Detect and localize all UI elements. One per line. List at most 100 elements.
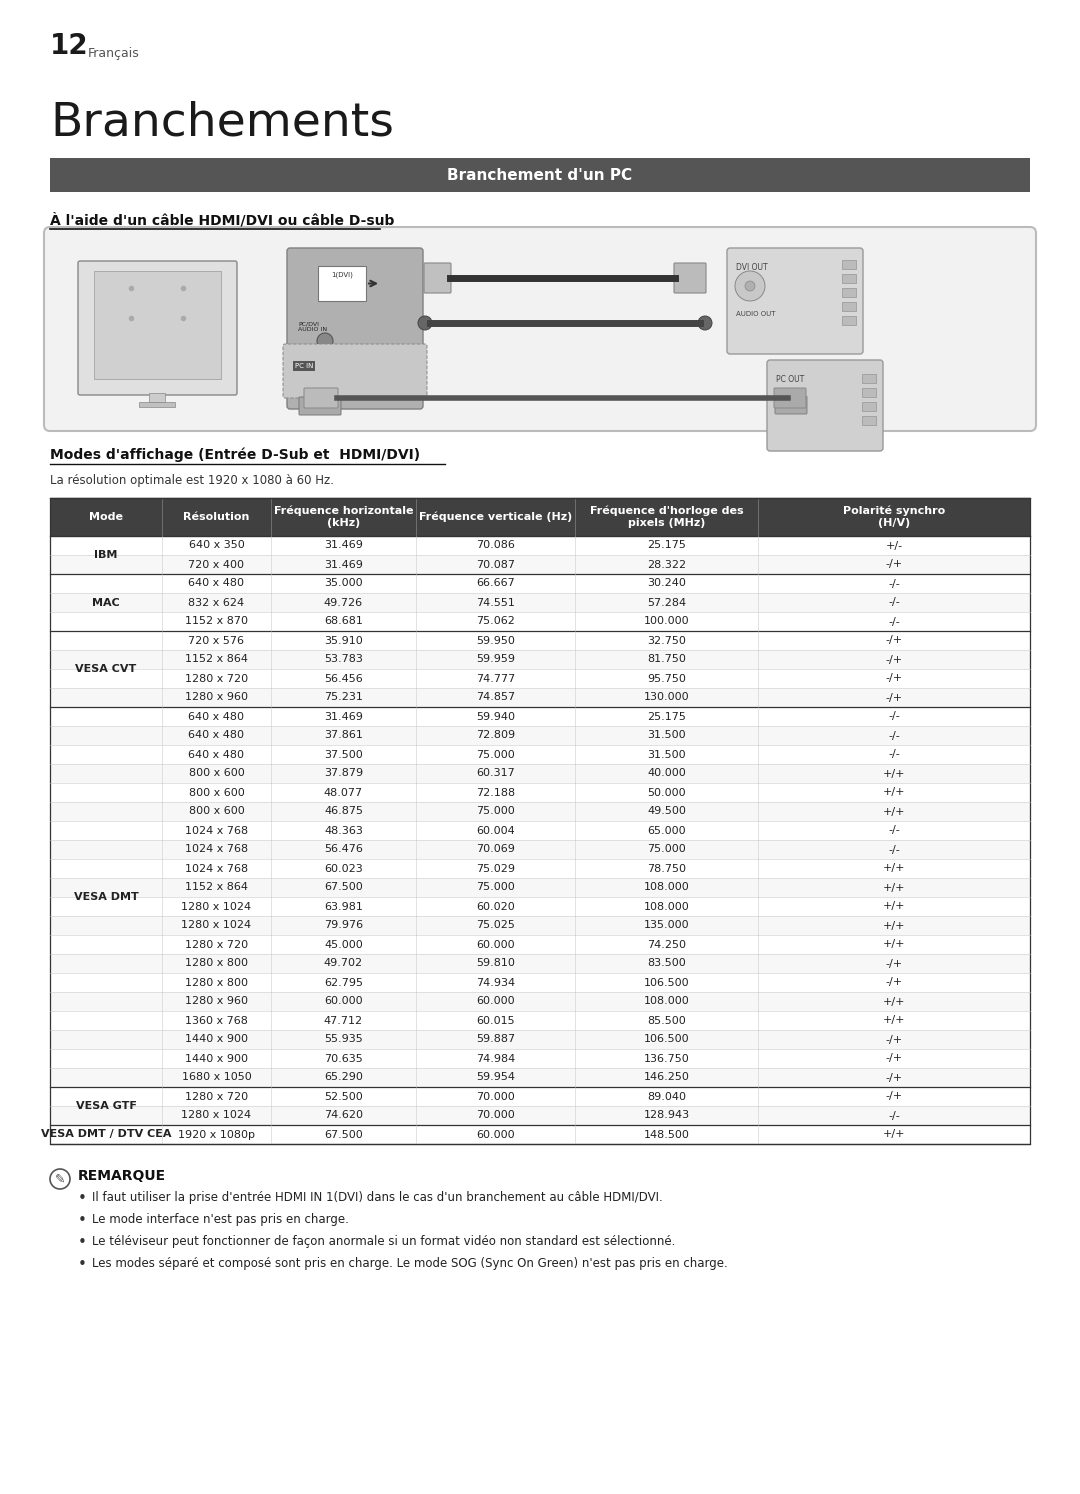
Text: 55.935: 55.935	[324, 1034, 363, 1044]
Bar	[842, 288, 856, 297]
Text: 49.726: 49.726	[324, 598, 363, 608]
FancyBboxPatch shape	[283, 344, 427, 397]
Text: 135.000: 135.000	[644, 920, 689, 931]
Text: Fréquence verticale (Hz): Fréquence verticale (Hz)	[419, 512, 572, 523]
Bar	[862, 388, 876, 397]
Text: 52.500: 52.500	[324, 1092, 363, 1101]
Text: 53.783: 53.783	[324, 654, 363, 665]
Bar	[50, 1088, 1030, 1106]
Text: •: •	[78, 1213, 86, 1228]
Bar	[50, 746, 1030, 763]
Bar	[50, 783, 1030, 802]
Text: VESA DMT: VESA DMT	[73, 892, 138, 902]
Text: 70.069: 70.069	[476, 844, 515, 855]
Text: 65.290: 65.290	[324, 1073, 363, 1083]
Bar	[50, 822, 1030, 840]
Text: PC/DVI
AUDIO IN: PC/DVI AUDIO IN	[298, 321, 327, 332]
Text: ✎: ✎	[55, 1173, 65, 1186]
FancyBboxPatch shape	[44, 227, 1036, 430]
FancyBboxPatch shape	[775, 396, 807, 414]
Text: 108.000: 108.000	[644, 901, 689, 911]
Text: 37.861: 37.861	[324, 731, 363, 741]
Circle shape	[418, 317, 432, 330]
Text: 79.976: 79.976	[324, 920, 363, 931]
Text: 63.981: 63.981	[324, 901, 363, 911]
Text: -/+: -/+	[886, 1034, 903, 1044]
Bar	[50, 593, 1030, 613]
Bar	[50, 613, 1030, 630]
FancyBboxPatch shape	[424, 263, 451, 293]
Bar	[50, 802, 1030, 822]
Text: -/-: -/-	[888, 731, 900, 741]
Bar	[862, 402, 876, 411]
Text: 85.500: 85.500	[647, 1016, 686, 1025]
Text: 1280 x 800: 1280 x 800	[185, 959, 248, 968]
Text: -/+: -/+	[886, 559, 903, 569]
Text: 70.635: 70.635	[324, 1053, 363, 1064]
Bar	[50, 498, 1030, 1144]
Bar	[50, 840, 1030, 859]
Text: +/+: +/+	[882, 901, 905, 911]
Text: 59.940: 59.940	[476, 711, 515, 722]
Text: -/+: -/+	[886, 693, 903, 702]
Text: 45.000: 45.000	[324, 940, 363, 950]
Text: 74.250: 74.250	[647, 940, 686, 950]
Text: 75.000: 75.000	[647, 844, 686, 855]
Bar	[50, 916, 1030, 935]
Text: Français: Français	[87, 46, 139, 60]
Text: 28.322: 28.322	[647, 559, 686, 569]
Text: -/-: -/-	[888, 844, 900, 855]
Bar	[94, 270, 221, 379]
Bar	[50, 498, 1030, 536]
Text: 75.000: 75.000	[476, 807, 515, 817]
Text: +/+: +/+	[882, 787, 905, 798]
Text: IBM: IBM	[94, 550, 118, 560]
Text: 640 x 480: 640 x 480	[189, 711, 244, 722]
Bar	[50, 630, 1030, 650]
Text: Fréquence d'horloge des
pixels (MHz): Fréquence d'horloge des pixels (MHz)	[590, 506, 743, 527]
Text: 32.750: 32.750	[647, 635, 686, 645]
Text: 31.469: 31.469	[324, 711, 363, 722]
Text: 74.551: 74.551	[476, 598, 515, 608]
Text: 1280 x 1024: 1280 x 1024	[181, 920, 252, 931]
Bar	[50, 707, 1030, 726]
Text: 49.500: 49.500	[647, 807, 686, 817]
Text: 108.000: 108.000	[644, 883, 689, 892]
Text: -/-: -/-	[888, 826, 900, 835]
Text: •: •	[78, 1236, 86, 1250]
Text: -/+: -/+	[886, 674, 903, 683]
Text: 1920 x 1080p: 1920 x 1080p	[178, 1129, 255, 1140]
Bar	[318, 266, 366, 300]
Bar	[842, 273, 856, 282]
FancyBboxPatch shape	[78, 261, 237, 394]
Text: -/+: -/+	[886, 959, 903, 968]
FancyBboxPatch shape	[774, 388, 806, 408]
Circle shape	[698, 317, 712, 330]
Text: 59.887: 59.887	[476, 1034, 515, 1044]
Bar	[50, 1049, 1030, 1068]
Text: 1280 x 720: 1280 x 720	[185, 940, 248, 950]
Text: -/-: -/-	[888, 711, 900, 722]
FancyBboxPatch shape	[727, 248, 863, 354]
Text: 832 x 624: 832 x 624	[188, 598, 244, 608]
Text: 35.910: 35.910	[324, 635, 363, 645]
Text: +/+: +/+	[882, 864, 905, 874]
Text: +/+: +/+	[882, 920, 905, 931]
Text: 81.750: 81.750	[647, 654, 686, 665]
Text: 1024 x 768: 1024 x 768	[185, 844, 248, 855]
Text: Branchement d'un PC: Branchement d'un PC	[447, 167, 633, 182]
Text: -/+: -/+	[886, 1053, 903, 1064]
Text: 75.029: 75.029	[476, 864, 515, 874]
Text: 67.500: 67.500	[324, 1129, 363, 1140]
Bar	[50, 1068, 1030, 1088]
Text: 1280 x 1024: 1280 x 1024	[181, 901, 252, 911]
Text: -/+: -/+	[886, 635, 903, 645]
Text: Mode: Mode	[89, 512, 123, 521]
Text: 37.879: 37.879	[324, 768, 363, 778]
Text: 75.062: 75.062	[476, 617, 515, 626]
Text: 60.015: 60.015	[476, 1016, 515, 1025]
FancyBboxPatch shape	[299, 397, 341, 415]
Text: 1152 x 864: 1152 x 864	[185, 883, 248, 892]
FancyBboxPatch shape	[767, 360, 883, 451]
Text: À l'aide d'un câble HDMI/DVI ou câble D-sub: À l'aide d'un câble HDMI/DVI ou câble D-…	[50, 214, 394, 227]
